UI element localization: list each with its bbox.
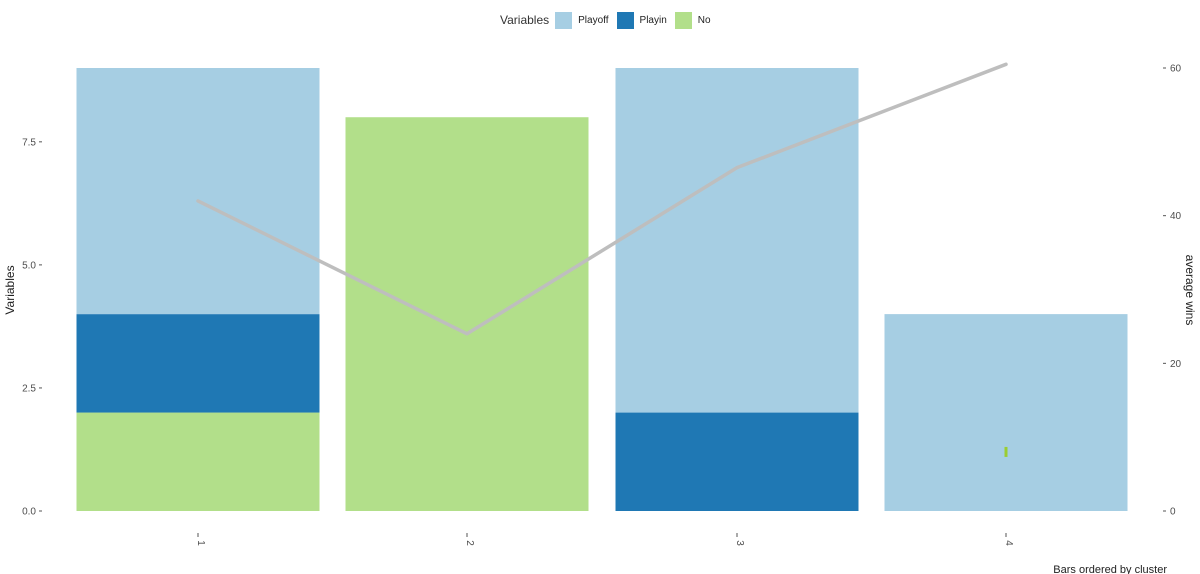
average-wins-line bbox=[196, 62, 1008, 336]
y-tick-label: 2.5 bbox=[22, 383, 36, 394]
legend-label-playin: Playin bbox=[639, 14, 667, 26]
y-tick-label: 5.0 bbox=[22, 260, 36, 271]
bar-1-playoff bbox=[76, 68, 320, 315]
legend-item-playin: Playin bbox=[616, 11, 667, 29]
marker-4 bbox=[1004, 446, 1008, 457]
y2-axis-title: average wins bbox=[1183, 255, 1197, 326]
legend-label-no: No bbox=[697, 14, 711, 26]
axes-layer: 0.0 2.5 5.0 7.5 0 20 40 60 1 2 3 4 Variables average … bbox=[3, 64, 1197, 574]
y2-tick-label: 0 bbox=[1170, 507, 1176, 518]
legend-item-playoff: Playoff bbox=[555, 11, 609, 29]
legend-swatch-no bbox=[674, 11, 692, 29]
legend: Variables Playoff Playin No bbox=[500, 11, 719, 29]
legend-label-playoff: Playoff bbox=[578, 14, 609, 26]
bar-1-no bbox=[76, 412, 320, 511]
bar-3-playin bbox=[615, 412, 859, 511]
legend-swatch-playoff bbox=[555, 11, 573, 29]
x-tick-label: 1 bbox=[195, 540, 206, 546]
bar-1-playin bbox=[76, 314, 320, 413]
legend-swatch-playin bbox=[616, 11, 634, 29]
y-tick-label: 7.5 bbox=[22, 137, 36, 148]
y-axis-title: Variables bbox=[3, 265, 17, 314]
x-tick-label: 2 bbox=[464, 540, 475, 546]
bars-layer bbox=[76, 68, 1128, 511]
chart-caption: Bars ordered by cluster bbox=[1053, 564, 1167, 574]
x-tick-label: 3 bbox=[734, 540, 745, 546]
x-tick-label: 4 bbox=[1003, 540, 1014, 546]
y2-tick-label: 20 bbox=[1170, 359, 1182, 370]
bar-2-no bbox=[345, 117, 589, 511]
legend-title: Variables bbox=[500, 13, 550, 27]
legend-item-no: No bbox=[674, 11, 711, 29]
bar-3-playoff bbox=[615, 68, 859, 413]
bar-4-playoff bbox=[884, 314, 1128, 511]
y-tick-label: 0.0 bbox=[22, 507, 36, 518]
y2-tick-label: 60 bbox=[1170, 64, 1182, 75]
line-layer bbox=[196, 62, 1008, 336]
y2-tick-label: 40 bbox=[1170, 211, 1182, 222]
